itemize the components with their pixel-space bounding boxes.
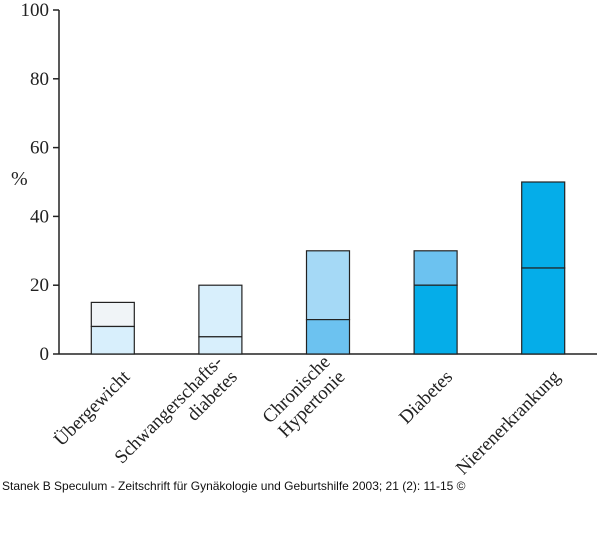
stacked-bar-chart: 0 20 40 60 80 100 ÜbergewichtSchwangerschafts…	[11, 0, 597, 475]
bar-upper-segment	[521, 181, 566, 269]
category-label: Nierenerkrankung	[452, 366, 565, 475]
category-label: Diabetes	[395, 367, 457, 429]
y-tick-labels: 0 20 40 60 80 100	[21, 0, 50, 365]
y-axis-label: %	[11, 168, 28, 190]
y-tick-label: 60	[30, 138, 49, 159]
bar-upper-segment	[305, 250, 351, 321]
category-label-line: Diabetes	[395, 367, 457, 429]
bar-upper-segment	[413, 250, 458, 286]
bar-lower-segment	[305, 319, 351, 355]
y-tick-label: 0	[40, 344, 50, 365]
y-tick-label: 20	[30, 275, 49, 296]
bar-lower-segment	[521, 267, 566, 355]
bar-upper-segment	[90, 301, 135, 328]
category-label: Übergewicht	[50, 366, 135, 451]
bar-lower-segment	[90, 325, 135, 355]
bar-upper-segment	[198, 284, 243, 338]
bars	[90, 181, 566, 355]
category-label-line: Nierenerkrankung	[452, 366, 565, 475]
category-label: Schwangerschafts-diabetes	[111, 352, 242, 468]
bar-lower-segment	[413, 284, 458, 355]
bar-lower-segment	[198, 336, 243, 355]
y-tick-label: 40	[30, 206, 49, 227]
y-tick-label: 80	[30, 69, 49, 90]
category-label-line: Übergewicht	[50, 366, 135, 451]
y-tick-label: 100	[21, 0, 50, 21]
source-caption: Stanek B Speculum - Zeitschrift für Gynä…	[2, 479, 466, 493]
